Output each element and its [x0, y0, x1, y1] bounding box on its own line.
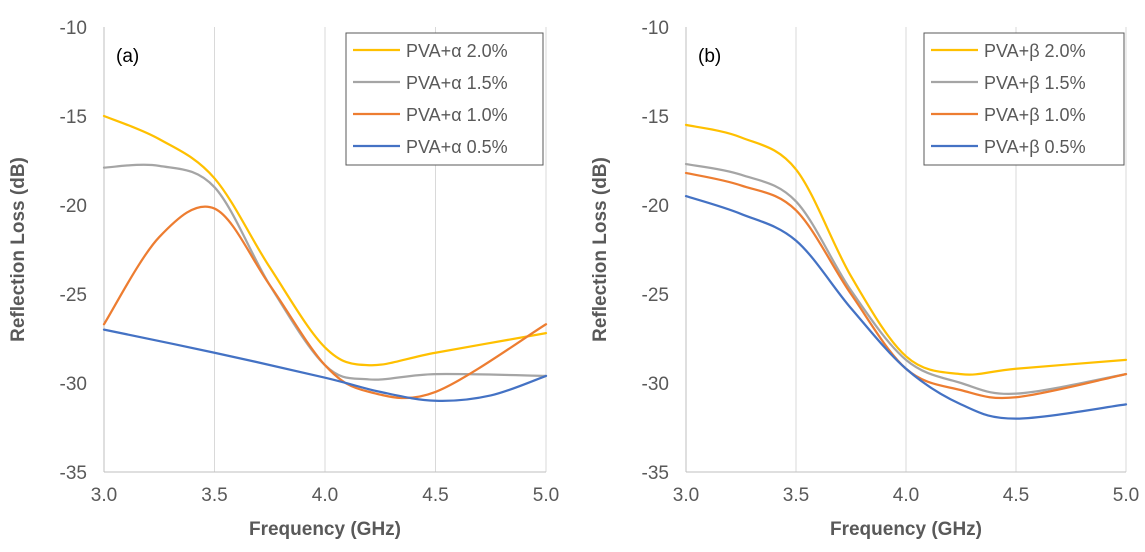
series-line-1 [684, 123, 1128, 376]
series-line-4 [684, 194, 1128, 420]
legend-entry-label: PVA+β 1.0% [984, 105, 1086, 125]
legend-entry-label: PVA+α 1.0% [406, 105, 508, 125]
legend-entry-label: PVA+α 2.0% [406, 41, 508, 61]
y-tick-label: -25 [60, 285, 87, 306]
y-tick-label: -35 [60, 463, 87, 484]
y-tick-label: -15 [642, 107, 669, 128]
y-tick-label: -15 [60, 107, 87, 128]
y-tick-label: -20 [60, 196, 87, 217]
y-axis-title: Reflection Loss (dB) [590, 157, 611, 342]
x-tick-label: 5.0 [1113, 485, 1139, 506]
y-tick-label: -30 [642, 374, 669, 395]
y-tick-label: -25 [642, 285, 669, 306]
legend-entry-label: PVA+β 1.5% [984, 73, 1086, 93]
chart-panel-b: 3.0 3.5 4.0 4.5 5.0 -10 -15 -20 -25 -30 -35 Frequen… [590, 18, 1139, 540]
y-tick-label: -30 [60, 374, 87, 395]
legend-entry-label: PVA+α 0.5% [406, 137, 508, 157]
x-tick-label: 4.5 [1003, 485, 1029, 506]
x-tick-label: 3.0 [673, 485, 699, 506]
x-tick-label: 3.5 [783, 485, 809, 506]
legend: PVA+β 2.0% PVA+β 1.5% PVA+β 1.0% PVA+β 0.5% [923, 32, 1125, 166]
panel-label: (a) [116, 46, 139, 67]
series-line-1 [102, 114, 548, 367]
legend-entry-label: PVA+β 2.0% [984, 41, 1086, 61]
series-line-4 [102, 328, 548, 403]
x-tick-label: 3.5 [201, 485, 227, 506]
series-line-2 [684, 162, 1128, 396]
x-tick-label: 4.5 [422, 485, 448, 506]
y-tick-label: -10 [642, 18, 669, 39]
legend-box [923, 32, 1125, 166]
y-tick-label: -35 [642, 463, 669, 484]
legend-box [345, 32, 544, 166]
chart-panel-a: 3.0 3.5 4.0 4.5 5.0 -10 -15 -20 -25 -30 -35 Frequen… [8, 18, 559, 540]
x-axis-title: Frequency (GHz) [249, 519, 401, 540]
y-axis-title: Reflection Loss (dB) [8, 157, 29, 342]
y-tick-label: -10 [60, 18, 87, 39]
legend: PVA+α 2.0% PVA+α 1.5% PVA+α 1.0% PVA+α 0.5% [345, 32, 544, 166]
x-axis-title: Frequency (GHz) [830, 519, 982, 540]
x-tick-label: 3.0 [91, 485, 117, 506]
legend-entry-label: PVA+β 0.5% [984, 137, 1086, 157]
x-tick-label: 5.0 [533, 485, 559, 506]
x-tick-label: 4.0 [893, 485, 919, 506]
legend-entry-label: PVA+α 1.5% [406, 73, 508, 93]
series-line-3 [102, 205, 548, 400]
panel-label: (b) [698, 46, 721, 67]
y-tick-label: -20 [642, 196, 669, 217]
series-line-2 [102, 163, 548, 381]
x-tick-label: 4.0 [312, 485, 338, 506]
series-line-3 [684, 171, 1128, 400]
